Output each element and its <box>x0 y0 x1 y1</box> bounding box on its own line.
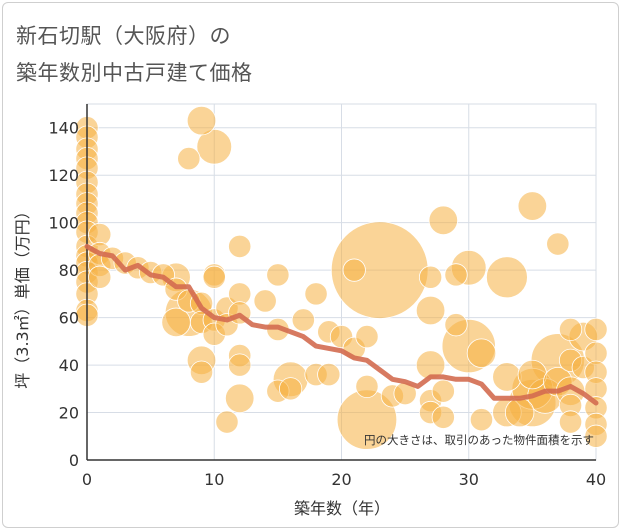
bubble-point <box>228 353 252 377</box>
bubble-point <box>431 405 455 429</box>
trend-line <box>84 243 599 406</box>
chart-title-line-1: 新石切駅（大阪府）の <box>16 24 231 48</box>
bubble-point <box>224 383 255 413</box>
x-tick-label: 30 <box>459 470 479 489</box>
axes <box>86 104 596 461</box>
y-tick-label: 40 <box>59 356 79 375</box>
bubble-point <box>186 105 217 136</box>
bubble-point <box>189 360 214 384</box>
x-axis-label: 築年数（年） <box>294 499 390 518</box>
bubble-point <box>161 307 191 338</box>
bubble-point <box>202 265 226 289</box>
bubble-point <box>355 324 379 349</box>
bubble-point <box>486 256 528 299</box>
y-tick-label: 60 <box>59 309 79 328</box>
y-tick-label: 80 <box>59 261 79 280</box>
bubble-point <box>517 191 548 221</box>
bubble-point <box>504 397 535 428</box>
chart-title-line-2: 築年数別中古戸建て価格 <box>16 61 253 85</box>
bubble-point <box>355 374 379 399</box>
x-tick-label: 20 <box>331 470 351 489</box>
bubble-point <box>584 317 608 342</box>
x-tick-label: 40 <box>586 470 606 489</box>
y-tick-label: 100 <box>48 214 79 233</box>
bubble-point <box>444 313 468 337</box>
bubble-point <box>444 263 468 287</box>
bubble-point <box>415 295 446 326</box>
bubble-point <box>215 410 239 434</box>
bubble-point <box>278 377 303 401</box>
bubble-point <box>558 317 583 342</box>
bubble-point <box>546 232 570 256</box>
bubble-point <box>466 338 497 368</box>
bubble-point <box>469 408 494 432</box>
bubble-point <box>291 308 315 332</box>
bubble-point <box>428 205 459 235</box>
bubble-point <box>88 265 112 289</box>
bubble-point <box>558 410 583 434</box>
bubble-point <box>517 359 548 390</box>
y-tick-label: 0 <box>69 451 79 470</box>
bubble-point <box>228 234 252 258</box>
bubble-point <box>418 265 443 289</box>
bubble-point <box>492 362 522 392</box>
y-axis-label: 坪（3.3㎡）単価（万円） <box>13 203 32 388</box>
y-tick-label: 140 <box>48 119 79 138</box>
y-tick-label: 20 <box>59 404 79 423</box>
y-tick-label: 120 <box>48 166 79 185</box>
bubble-point <box>177 146 201 171</box>
bubble-point <box>342 258 366 282</box>
bubble-size-note: 円の大きさは、取引のあった物件面積を示す <box>364 433 594 447</box>
bubble-point <box>317 362 341 387</box>
bubble-point <box>584 424 608 448</box>
bubble-point <box>253 289 277 313</box>
bubble-point <box>266 263 290 287</box>
x-tick-label: 10 <box>204 470 224 489</box>
bubble-point <box>304 282 328 306</box>
bubble-point <box>431 379 455 403</box>
bubble-point <box>196 128 233 165</box>
x-tick-label: 0 <box>82 470 92 489</box>
tick-labels: 0 10 20 30 40 0 20 40 60 80 100 120 140 <box>48 119 606 489</box>
